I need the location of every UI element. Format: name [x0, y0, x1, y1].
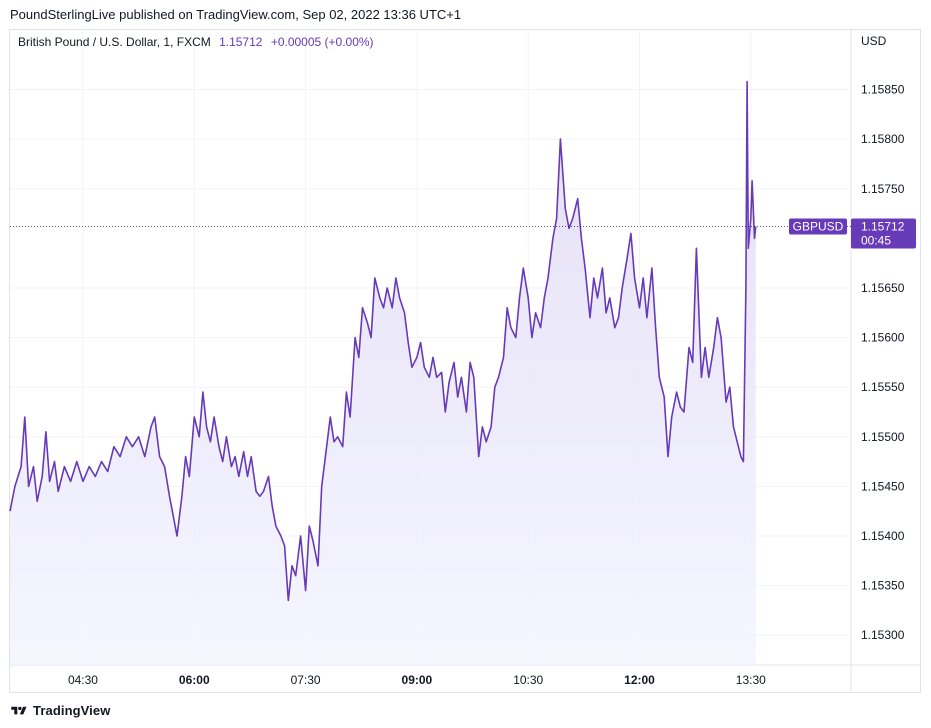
y-tick-label: 1.15650 [861, 281, 905, 295]
legend-symbol[interactable]: British Pound / U.S. Dollar, 1, FXCM [18, 35, 211, 49]
y-tick-label: 1.15800 [861, 132, 905, 146]
last-price-badge [851, 218, 916, 249]
x-tick-label: 13:30 [736, 673, 766, 687]
y-tick-label: 1.15550 [861, 380, 905, 394]
y-tick-label: 1.15400 [861, 529, 905, 543]
legend-last-price: 1.15712 [219, 35, 263, 49]
x-tick-label: 04:30 [68, 673, 98, 687]
series-line[interactable] [9, 80, 757, 602]
chart-legend: British Pound / U.S. Dollar, 1, FXCM 1.1… [18, 35, 374, 49]
y-tick-label: 1.15450 [861, 479, 905, 493]
x-tick-label: 10:30 [513, 673, 543, 687]
x-tick-label: 07:30 [291, 673, 321, 687]
y-tick-label: 1.15350 [861, 579, 905, 593]
last-price-value: 1.15712 [861, 219, 905, 233]
tradingview-logo-icon [11, 706, 27, 714]
x-tick-label: 06:00 [179, 673, 210, 687]
symbol-badge [789, 218, 847, 235]
series-area-fill [10, 81, 756, 666]
y-tick-label: 1.15850 [861, 83, 905, 97]
symbol-badge-label: GBPUSD [793, 219, 844, 233]
bar-countdown: 00:45 [861, 233, 891, 247]
footer-branding[interactable]: TradingView [10, 703, 110, 718]
publisher-line: PoundSterlingLive published on TradingVi… [10, 7, 462, 22]
tradingview-brand: TradingView [33, 703, 111, 718]
y-tick-label: 1.15300 [861, 628, 905, 642]
y-tick-label: 1.15500 [861, 430, 905, 444]
x-tick-label: 09:00 [402, 673, 433, 687]
y-axis-unit-label: USD [861, 34, 887, 48]
chart-frame [9, 29, 921, 693]
legend-change: +0.00005 (+0.00%) [270, 35, 374, 49]
y-tick-label: 1.15750 [861, 182, 905, 196]
x-tick-label: 12:00 [624, 673, 655, 687]
y-tick-label: 1.15600 [861, 331, 905, 345]
